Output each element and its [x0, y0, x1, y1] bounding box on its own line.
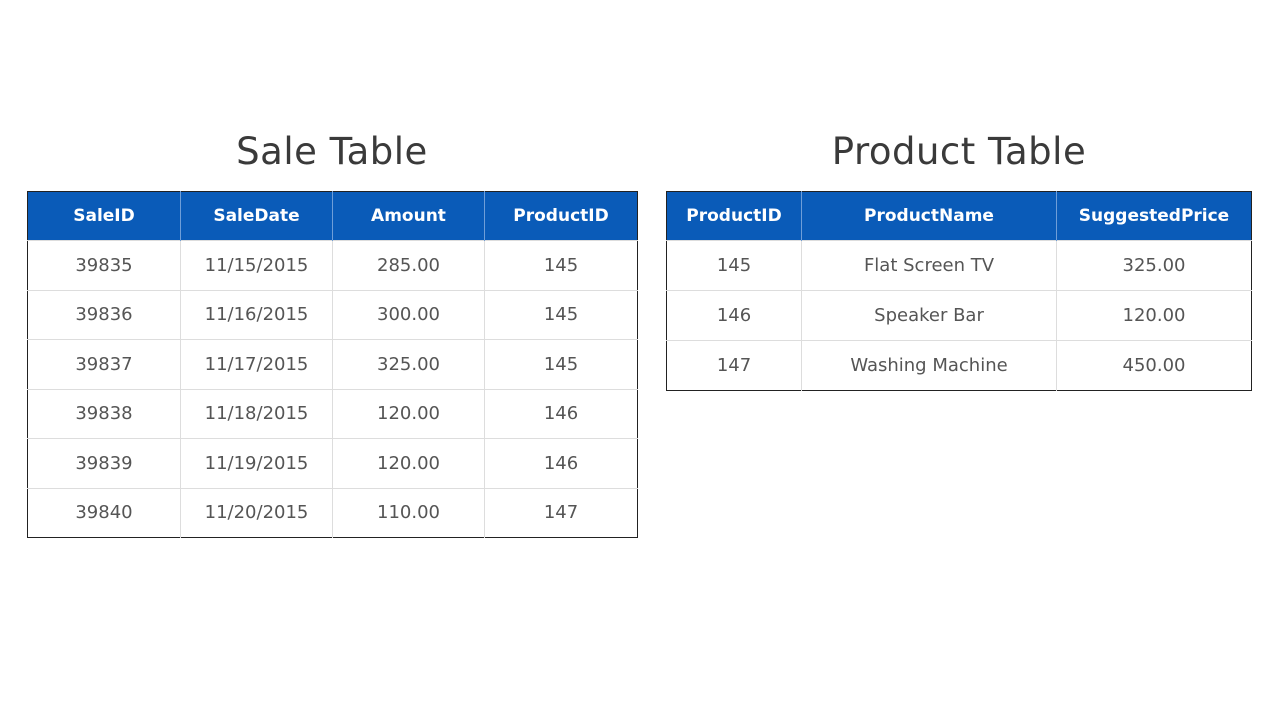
table-cell: 39837 — [27, 339, 181, 389]
table-cell: Flat Screen TV — [801, 240, 1057, 291]
table-cell: 325.00 — [1056, 240, 1252, 291]
column-header: SuggestedPrice — [1056, 191, 1252, 241]
table-row: 39839 11/19/2015 120.00 146 — [27, 438, 638, 488]
table-cell: 300.00 — [332, 289, 485, 340]
table-row: 39835 11/15/2015 285.00 145 — [27, 240, 638, 290]
table-cell: 145 — [484, 240, 638, 290]
table-cell: 450.00 — [1056, 340, 1252, 391]
table-cell: 146 — [666, 290, 802, 341]
table-cell: 110.00 — [332, 487, 485, 538]
table-row: 39836 11/16/2015 300.00 145 — [27, 289, 638, 340]
table-cell: 11/18/2015 — [180, 388, 333, 439]
column-header: ProductID — [484, 191, 638, 241]
table-row: 39838 11/18/2015 120.00 146 — [27, 388, 638, 439]
header-row: ProductID ProductName SuggestedPrice — [666, 191, 1252, 241]
column-header: ProductID — [666, 191, 802, 241]
table-cell: 120.00 — [332, 438, 485, 488]
table-cell: 39839 — [27, 438, 181, 488]
sale-table: SaleID SaleDate Amount ProductID 39835 11/15… — [27, 191, 638, 538]
table-cell: 325.00 — [332, 339, 485, 389]
table-cell: 147 — [666, 340, 802, 391]
table-row: 39840 11/20/2015 110.00 147 — [27, 487, 638, 538]
product-table: ProductID ProductName SuggestedPrice 145 Fl… — [666, 191, 1252, 391]
table-cell: 146 — [484, 388, 638, 439]
column-header: ProductName — [801, 191, 1057, 241]
table-cell: 11/19/2015 — [180, 438, 333, 488]
table-cell: Speaker Bar — [801, 290, 1057, 341]
table-cell: 11/16/2015 — [180, 289, 333, 340]
table-cell: 39840 — [27, 487, 181, 538]
table-cell: 120.00 — [1056, 290, 1252, 341]
column-header: Amount — [332, 191, 485, 241]
table-row: 147 Washing Machine 450.00 — [666, 340, 1252, 391]
table-cell: Washing Machine — [801, 340, 1057, 391]
table-row: 145 Flat Screen TV 325.00 — [666, 240, 1252, 291]
table-cell: 145 — [484, 289, 638, 340]
product-table-title: Product Table — [831, 130, 1087, 173]
table-row: 39837 11/17/2015 325.00 145 — [27, 339, 638, 389]
column-header: SaleID — [27, 191, 181, 241]
table-cell: 11/15/2015 — [180, 240, 333, 290]
table-cell: 39838 — [27, 388, 181, 439]
header-row: SaleID SaleDate Amount ProductID — [27, 191, 638, 241]
table-cell: 147 — [484, 487, 638, 538]
table-cell: 39835 — [27, 240, 181, 290]
table-cell: 120.00 — [332, 388, 485, 439]
table-row: 146 Speaker Bar 120.00 — [666, 290, 1252, 341]
table-cell: 145 — [666, 240, 802, 291]
table-cell: 146 — [484, 438, 638, 488]
table-cell: 11/20/2015 — [180, 487, 333, 538]
sale-table-title: Sale Table — [236, 130, 428, 173]
table-cell: 11/17/2015 — [180, 339, 333, 389]
column-header: SaleDate — [180, 191, 333, 241]
table-cell: 39836 — [27, 289, 181, 340]
table-cell: 145 — [484, 339, 638, 389]
table-cell: 285.00 — [332, 240, 485, 290]
